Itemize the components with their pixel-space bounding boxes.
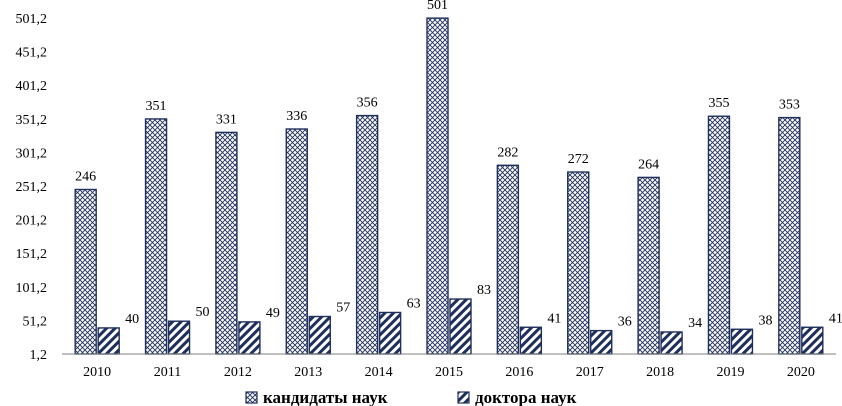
doctors-value-label: 50 (196, 305, 210, 320)
legend: кандидаты наук доктора наук (245, 388, 577, 406)
doctors-value-label: 41 (547, 311, 561, 326)
candidates-value-label: 501 (427, 0, 448, 13)
y-tick-label: 351,2 (16, 113, 48, 128)
doctors-value-label: 83 (477, 283, 491, 298)
x-tick-label: 2020 (787, 365, 815, 380)
candidates-bar-2010 (74, 188, 97, 355)
doctors-value-label: 40 (125, 312, 139, 327)
doctors-bar-2020 (801, 326, 824, 355)
doctors-bar-2019 (730, 328, 754, 355)
doctors-bar-2017 (590, 329, 613, 355)
doctors-bar-2010 (97, 327, 120, 355)
legend-candidates: кандидаты наук (245, 388, 388, 406)
y-tick-label: 51,2 (23, 314, 48, 329)
x-tick-label: 2014 (365, 365, 393, 380)
x-tick-label: 2016 (505, 365, 533, 380)
doctors-value-label: 49 (266, 306, 280, 321)
legend-swatch (457, 391, 470, 404)
doctors-value-label: 38 (758, 313, 772, 328)
candidates-value-label: 356 (357, 96, 378, 111)
doctors-bar-2013 (308, 315, 331, 355)
x-tick-label: 2013 (294, 365, 322, 380)
candidates-bar-2019 (707, 115, 731, 355)
x-tick-label: 2015 (435, 365, 463, 380)
y-tick-label: 151,2 (16, 247, 48, 262)
candidates-bar-2014 (355, 114, 379, 355)
y-tick-label: 251,2 (16, 180, 48, 195)
candidates-value-label: 336 (286, 109, 307, 124)
candidates-bar-2018 (637, 176, 660, 355)
y-axis-tick-labels: 1,2 51,2 101,2 151,2 201,2 251,2 301,2 351,2 401… (16, 12, 48, 363)
candidates-bar-2012 (215, 131, 238, 355)
candidates-value-label: 353 (779, 98, 800, 113)
doctors-value-label: 34 (688, 316, 702, 331)
legend-label: кандидаты наук (263, 388, 388, 406)
bars (74, 17, 824, 355)
doctors-bar-2018 (660, 331, 683, 355)
y-tick-label: 401,2 (16, 79, 48, 94)
legend-swatch (245, 391, 258, 404)
candidates-value-label: 282 (497, 145, 518, 160)
candidates-bar-2011 (144, 118, 168, 355)
x-tick-label: 2010 (83, 365, 111, 380)
candidates-bar-2016 (496, 164, 520, 355)
x-axis-tick-labels: 2010 2011 2012 2013 2014 2015 2016 2017 2018 2019… (83, 365, 815, 380)
candidates-value-label: 355 (708, 96, 729, 111)
x-tick-label: 2012 (224, 365, 252, 380)
y-tick-label: 201,2 (16, 214, 48, 229)
candidates-value-label: 246 (75, 169, 96, 184)
y-tick-label: 101,2 (16, 281, 48, 296)
doctors-bar-2011 (167, 320, 191, 355)
candidates-value-label: 351 (146, 99, 167, 114)
y-tick-label: 451,2 (16, 46, 48, 61)
candidates-value-label: 272 (568, 152, 589, 167)
legend-doctors: доктора наук (457, 388, 577, 406)
doctors-value-label: 57 (336, 301, 350, 316)
x-tick-label: 2018 (646, 365, 674, 380)
candidates-bar-2020 (778, 116, 801, 355)
candidates-value-label: 331 (216, 112, 237, 127)
doctors-bar-2015 (449, 298, 472, 355)
x-tick-label: 2011 (154, 365, 181, 380)
candidates-bar-2015 (426, 17, 449, 355)
x-tick-label: 2019 (716, 365, 744, 380)
doctors-bar-2012 (238, 321, 261, 355)
candidates-bar-2017 (567, 171, 590, 355)
x-tick-label: 2017 (576, 365, 604, 380)
data-labels: 246 40 351 50 331 49 336 57 356 63 501 83 282 41 272 36… (75, 0, 842, 331)
doctors-value-label: 63 (407, 296, 421, 311)
doctors-value-label: 36 (618, 315, 632, 330)
candidates-bar-2013 (285, 128, 308, 355)
y-tick-label: 1,2 (30, 348, 48, 363)
y-tick-label: 501,2 (16, 12, 48, 27)
legend-label: доктора наук (475, 388, 577, 406)
doctors-value-label: 41 (829, 311, 842, 326)
doctors-bar-2016 (519, 326, 543, 355)
candidates-value-label: 264 (638, 157, 659, 172)
y-tick-label: 301,2 (16, 146, 48, 161)
doctors-bar-2014 (378, 311, 402, 355)
